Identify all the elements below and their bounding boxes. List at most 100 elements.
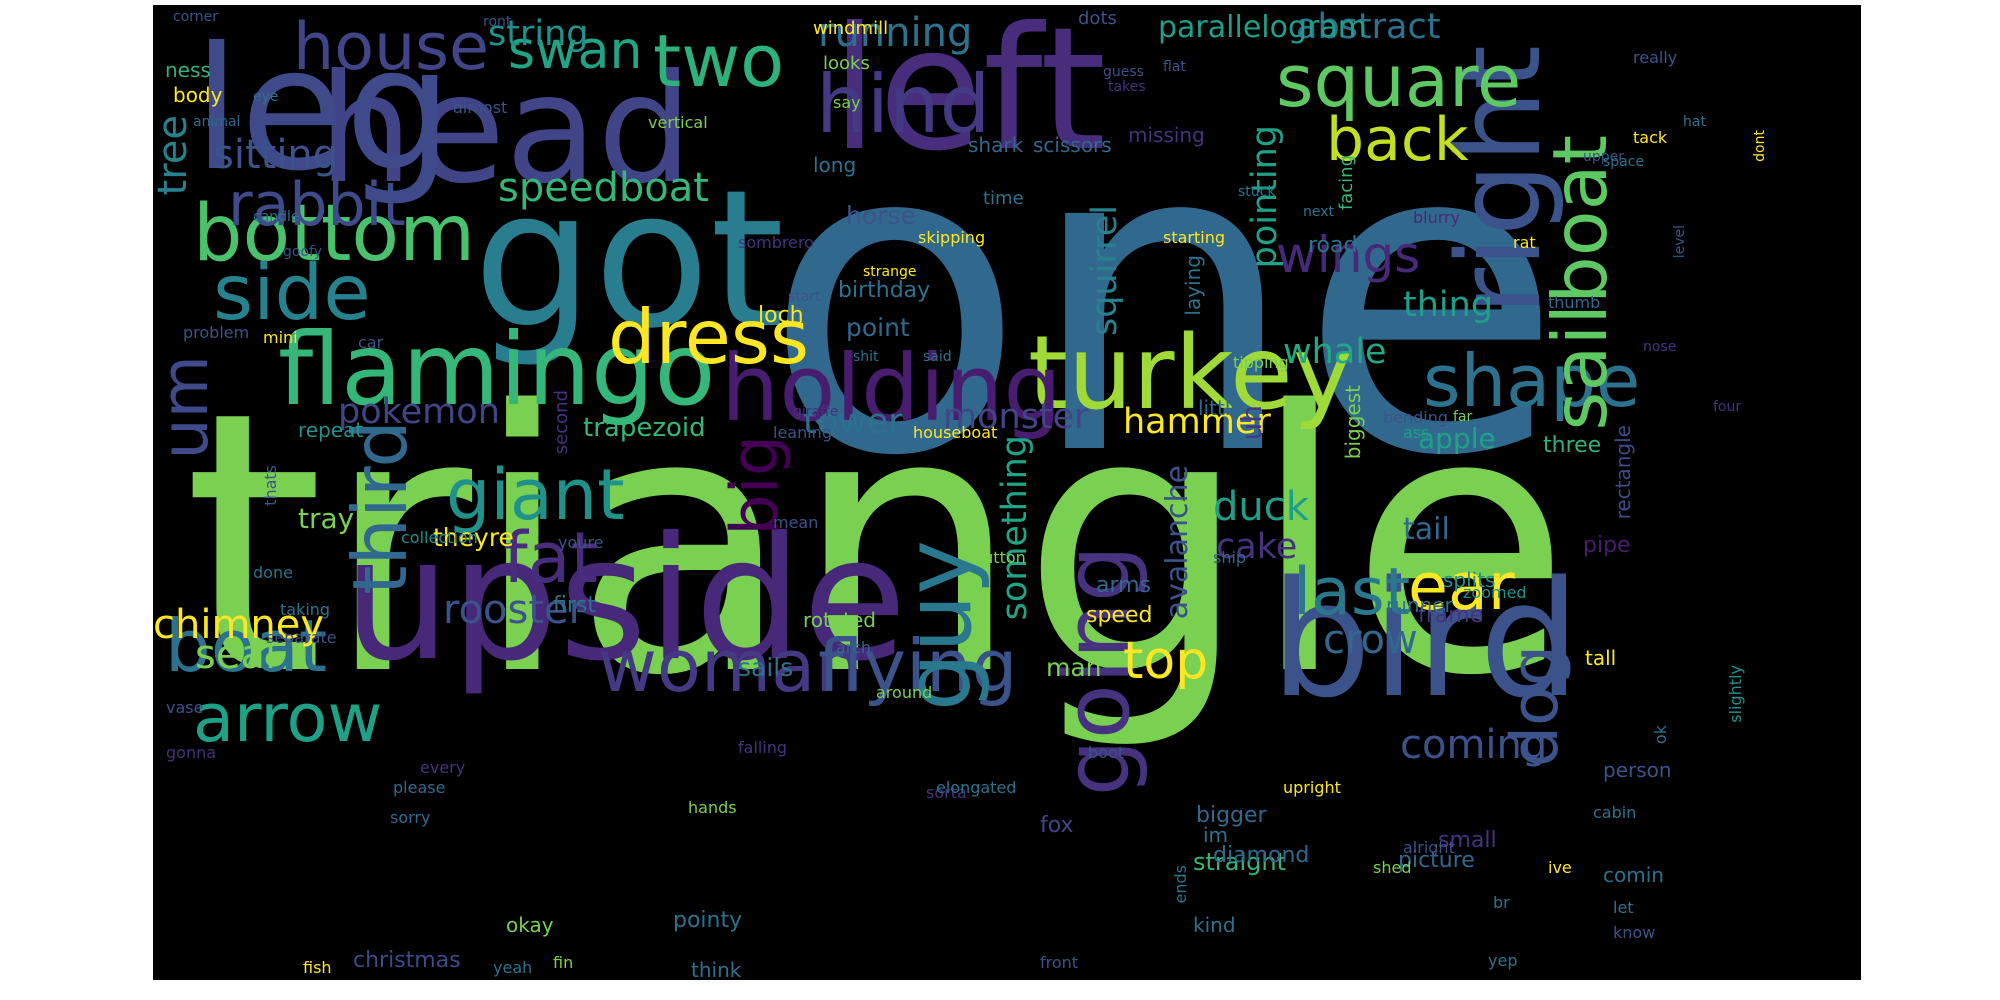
word-sailboat: sailboat (1536, 135, 1624, 431)
word-four: four (1713, 399, 1742, 415)
word-looks: looks (823, 53, 870, 74)
word-around: around (876, 683, 933, 702)
word-yeah: yeah (493, 958, 533, 977)
word-ness: ness (165, 58, 211, 82)
word-gonna: gonna (166, 743, 217, 762)
word-blurry: blurry (1413, 208, 1461, 227)
word-br: br (1493, 893, 1510, 912)
word-windmill: windmill (813, 18, 889, 39)
word-vertical: vertical (648, 113, 708, 132)
word-last: last (1293, 555, 1411, 630)
word-leg: leg (193, 11, 453, 209)
word-yep: yep (1488, 951, 1518, 970)
word-little: little (1198, 396, 1243, 420)
word-scissors: scissors (1033, 133, 1112, 157)
word-triangle: triangle (183, 335, 1571, 754)
word-crow: crow (1323, 617, 1418, 663)
word-know: know (1613, 923, 1656, 942)
word-say: say (833, 93, 861, 112)
word-monster: monster (943, 397, 1089, 437)
word-top: top (1123, 631, 1209, 691)
word-shark: shark (968, 133, 1024, 157)
word-ront: ront (483, 14, 512, 30)
word-dress: dress (608, 293, 810, 381)
word-ear: ear (1408, 550, 1515, 625)
word-goofy: goofy (283, 244, 322, 260)
word-far: far (1453, 409, 1473, 425)
word-missing: missing (1128, 123, 1205, 147)
word-duck: duck (1213, 484, 1309, 530)
word-upright: upright (1283, 778, 1341, 797)
word-diamond: diamond (1213, 843, 1310, 868)
word-person: person (1603, 758, 1672, 782)
word-side: side (213, 249, 371, 338)
word-sombrero: sombrero (738, 233, 814, 252)
word-rooster: rooster (443, 587, 586, 633)
word-tipping: tipping (1233, 353, 1289, 372)
word-boat: boat (165, 604, 328, 688)
word-vase: vase (166, 698, 204, 717)
word-think: think (691, 958, 742, 980)
word-space: space (1603, 154, 1645, 170)
word-tall: tall (1585, 646, 1617, 670)
word-ive: ive (1548, 858, 1572, 877)
word-man: man (1046, 653, 1102, 682)
word-abstract: abstract (1296, 7, 1441, 47)
word-tack: tack (1633, 128, 1668, 147)
word-separate: separate (266, 628, 337, 647)
word-body: body (173, 83, 223, 107)
word-splits: splits (1443, 568, 1496, 592)
word-car: car (358, 333, 384, 352)
word-boot: boot (1088, 743, 1125, 762)
word-long: long (813, 153, 857, 177)
word-repeat: repeat (298, 418, 364, 442)
word-squirrel: squirrel (1085, 205, 1125, 337)
word-picture: picture (1398, 848, 1475, 873)
word-houseboat: houseboat (913, 423, 998, 442)
word-alright: alright (1403, 838, 1455, 857)
word-shape: shape (1423, 339, 1641, 423)
word-rat: rat (1513, 233, 1536, 252)
word-guess: guess (1103, 64, 1144, 80)
word-frame: frame (1418, 603, 1484, 628)
word-coming: coming (1400, 722, 1548, 768)
word-arms: arms (1096, 573, 1152, 598)
word-second: second (551, 390, 572, 455)
word-flying: flying (818, 624, 1018, 708)
word-nose: nose (1643, 339, 1677, 355)
word-button: button (973, 548, 1026, 567)
word-fin: fin (553, 953, 574, 972)
word-elongated: elongated (936, 778, 1017, 797)
word-let: let (1613, 898, 1634, 917)
word-dont: dont (1752, 130, 1768, 162)
word-hammer: hammer (1123, 402, 1271, 442)
word-taking: taking (280, 600, 331, 619)
word-skipping: skipping (918, 228, 986, 247)
word-giant: giant (446, 454, 625, 536)
word-third: third (336, 420, 424, 595)
word-two: two (653, 19, 785, 103)
word-bigger: bigger (1196, 803, 1267, 828)
word-fox: fox (1040, 813, 1074, 838)
word-collection: collection (401, 528, 478, 547)
word-tower: tower (803, 402, 903, 442)
word-small: small (1438, 828, 1497, 853)
word-um: um (153, 355, 223, 460)
word-done: done (253, 563, 293, 582)
word-seal: seal (195, 632, 277, 678)
word-something: something (995, 435, 1035, 621)
word-point: point (846, 313, 910, 342)
word-said: said (923, 349, 952, 365)
word-three: three (1543, 433, 1602, 458)
word-zoomed: zoomed (1463, 583, 1527, 602)
word-speed: speed (1086, 603, 1153, 628)
word-upper: upper (1583, 149, 1625, 165)
word-thing: thing (1403, 285, 1494, 325)
word-time: time (983, 188, 1024, 209)
word-bird: bird (1270, 546, 1581, 733)
word-cloud: one triangle got upside head leg left bird turke… (153, 5, 1861, 980)
word-tray: tray (298, 502, 355, 535)
word-shit: shit (853, 349, 879, 365)
word-running: running (818, 10, 973, 56)
word-sitting: sitting (213, 132, 339, 178)
